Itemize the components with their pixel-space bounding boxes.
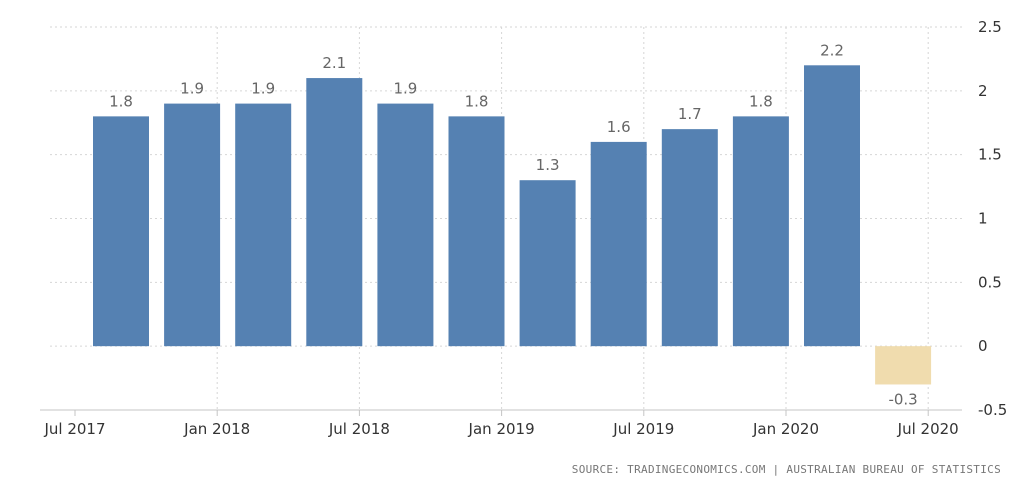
x-tick-label: Jul 2020 <box>897 420 959 438</box>
bar <box>306 78 363 347</box>
bar <box>448 116 505 347</box>
y-tick-label: -0.5 <box>978 401 1007 419</box>
data-label: 2.2 <box>820 41 844 59</box>
data-label: 1.3 <box>536 156 560 174</box>
bar <box>804 65 860 347</box>
bar <box>875 346 932 385</box>
bar <box>93 116 149 347</box>
x-tick-label: Jan 2018 <box>183 420 250 438</box>
y-tick-label: 1.5 <box>978 146 1002 164</box>
x-tick-label: Jul 2018 <box>328 420 390 438</box>
bar-layer <box>93 65 932 385</box>
y-tick-label: 2.5 <box>978 18 1002 36</box>
bar <box>661 129 718 347</box>
bar <box>590 141 647 347</box>
bar <box>164 103 221 347</box>
x-tick-label: Jul 2017 <box>43 420 105 438</box>
data-label: 1.9 <box>393 80 417 98</box>
y-axis: -0.5 0 0.5 1 1.5 2 2.5 <box>978 18 1007 419</box>
y-tick-label: 1 <box>978 210 988 228</box>
data-label: 1.9 <box>251 80 275 98</box>
data-label: 1.7 <box>678 105 702 123</box>
bar <box>732 116 789 347</box>
bar <box>377 103 434 347</box>
data-label: 1.8 <box>749 92 773 110</box>
data-label: 2.1 <box>322 54 346 72</box>
bar <box>235 103 292 347</box>
bar <box>519 180 576 347</box>
x-tick-label: Jan 2020 <box>752 420 819 438</box>
x-tick-label: Jul 2019 <box>612 420 674 438</box>
y-tick-label: 2 <box>978 82 988 100</box>
data-label: 1.8 <box>109 92 133 110</box>
data-label: 1.9 <box>180 80 204 98</box>
y-tick-label: 0.5 <box>978 273 1002 291</box>
data-label: 1.6 <box>607 118 631 136</box>
y-tick-label: 0 <box>978 337 988 355</box>
data-label-layer: 1.8 1.9 1.9 2.1 1.9 1.8 1.3 1.6 1.7 1.8 2.2 -0.3 <box>109 41 918 408</box>
x-axis: Jul 2017 Jan 2018 Jul 2018 Jan 2019 Jul 2019… <box>43 410 959 438</box>
data-label: 1.8 <box>465 92 489 110</box>
source-note: SOURCE: TRADINGECONOMICS.COM | AUSTRALIA… <box>572 463 1001 476</box>
data-label: -0.3 <box>888 390 917 408</box>
x-tick-label: Jan 2019 <box>468 420 535 438</box>
